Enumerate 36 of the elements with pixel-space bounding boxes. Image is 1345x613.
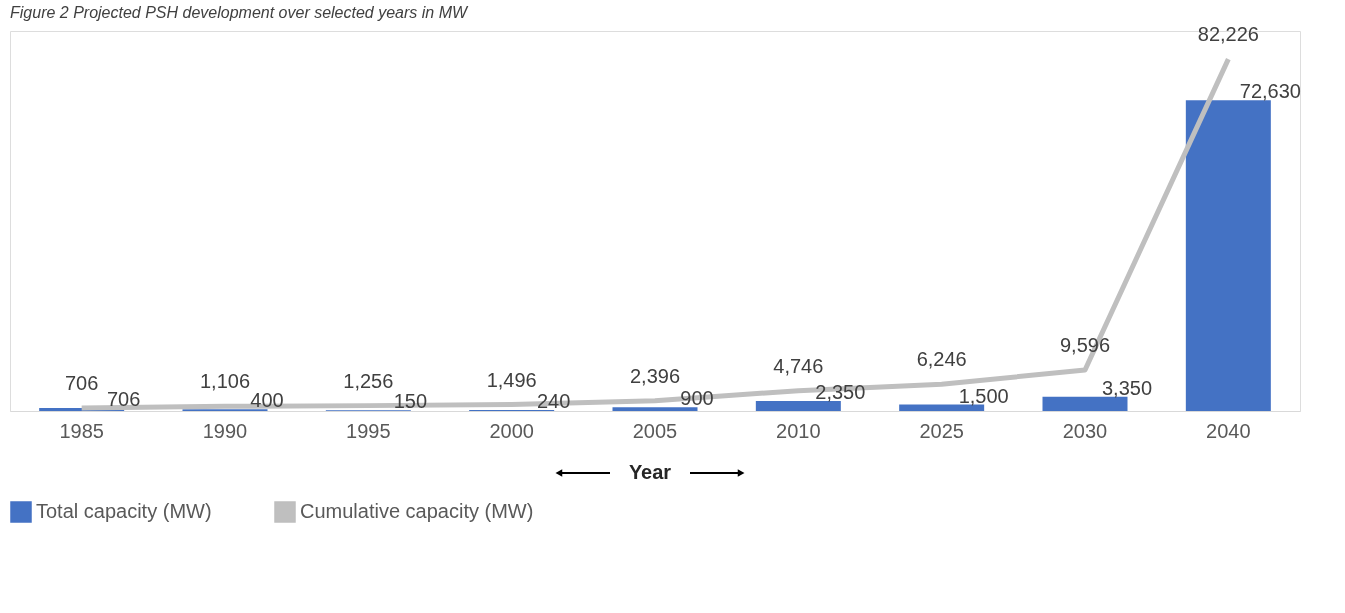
legend-label: Total capacity (MW)	[36, 500, 212, 522]
bar	[899, 404, 985, 411]
data-label: 1,256	[343, 369, 394, 392]
data-label: 240	[536, 389, 571, 412]
chart-title: Figure 2 Projected PSH development over selected years in MW	[10, 4, 469, 22]
data-label: 3,350	[1101, 376, 1153, 399]
x-tick-label: 2040	[1206, 419, 1251, 442]
bar	[1185, 100, 1271, 411]
data-label: 72,630	[1239, 80, 1301, 103]
x-tick-label: 2025	[919, 419, 964, 442]
data-label: 82,226	[1197, 23, 1259, 46]
data-label: 706	[64, 371, 99, 394]
x-tick-label: 1985	[59, 419, 104, 442]
data-label: 900	[680, 387, 714, 410]
data-label: 1,496	[486, 368, 537, 391]
x-tick-label: 2000	[489, 419, 534, 442]
data-label: 150	[393, 390, 428, 413]
bar	[1042, 396, 1128, 411]
x-axis-title: Year	[628, 461, 672, 483]
data-label: 4,746	[773, 354, 824, 377]
data-label: 1,106	[199, 370, 251, 393]
data-label: 400	[250, 389, 284, 412]
x-tick-label: 1995	[346, 419, 391, 442]
data-label: 9,596	[1059, 333, 1111, 356]
data-label: 1,500	[958, 384, 1009, 407]
data-label: 6,246	[916, 348, 967, 371]
bar	[612, 407, 698, 411]
legend-label: Cumulative capacity (MW)	[300, 500, 534, 522]
data-label: 706	[106, 387, 141, 410]
bar	[755, 400, 841, 411]
x-tick-label: 2005	[632, 419, 678, 442]
x-tick-label: 2030	[1062, 419, 1108, 442]
x-tick-label: 1990	[202, 419, 248, 442]
data-label: 2,396	[629, 364, 681, 387]
data-label: 2,350	[815, 380, 866, 403]
x-tick-label: 2010	[776, 419, 821, 442]
